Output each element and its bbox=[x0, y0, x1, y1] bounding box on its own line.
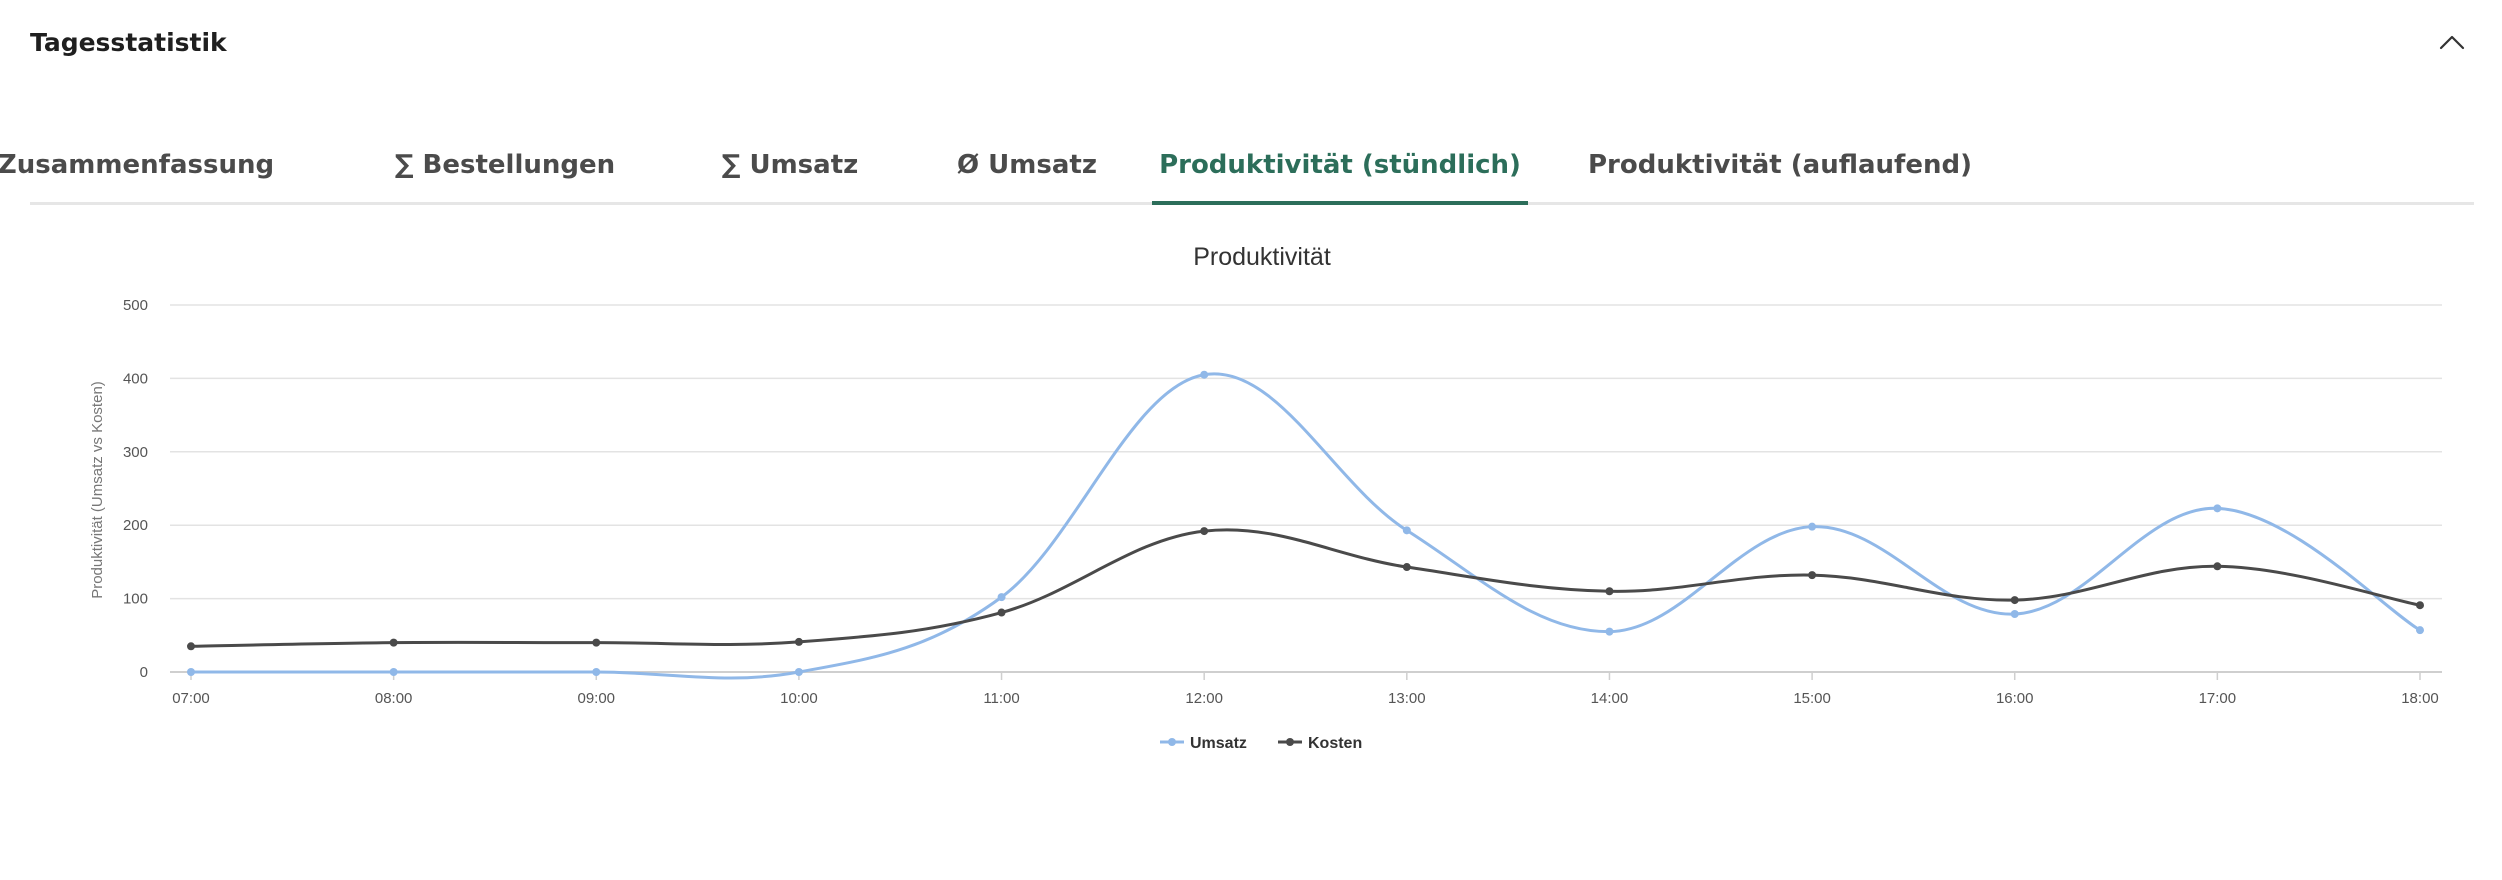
x-tick-label: 16:00 bbox=[1996, 690, 2034, 707]
tab-produktivitaet-auflaufend[interactable]: Produktivität (auflaufend) bbox=[1587, 150, 1973, 180]
data-point-kosten[interactable] bbox=[187, 642, 195, 651]
active-tab-indicator bbox=[1152, 201, 1528, 205]
data-point-kosten[interactable] bbox=[1402, 563, 1411, 572]
data-point-kosten[interactable] bbox=[592, 638, 601, 647]
chart-series bbox=[187, 370, 2424, 680]
x-tick-label: 08:00 bbox=[375, 690, 413, 707]
x-tick-label: 18:00 bbox=[2401, 690, 2439, 707]
chart-grid bbox=[170, 304, 2442, 673]
y-axis: 0 100 200 300 400 500 bbox=[123, 297, 148, 681]
chart-title: Produktivität bbox=[1193, 243, 1331, 271]
chevron-up-icon[interactable] bbox=[2432, 22, 2472, 62]
tab-bestellungen[interactable]: ∑ Bestellungen bbox=[394, 150, 616, 180]
data-point-umsatz[interactable] bbox=[794, 668, 803, 676]
legend-marker-umsatz bbox=[1168, 738, 1176, 746]
x-axis: 07:00 08:00 09:00 10:00 11:00 12:00 13:00 14:00… bbox=[172, 672, 2439, 707]
y-tick-label: 500 bbox=[123, 297, 148, 314]
y-tick-label: 200 bbox=[123, 517, 148, 534]
legend-item-kosten[interactable]: Kosten bbox=[1278, 735, 1362, 752]
x-tick-label: 07:00 bbox=[172, 690, 210, 707]
tab-zusammenfassung[interactable]: Zusammenfassung bbox=[0, 150, 275, 180]
legend-item-umsatz[interactable]: Umsatz bbox=[1160, 735, 1247, 752]
data-point-umsatz[interactable] bbox=[2416, 626, 2424, 635]
x-tick-label: 12:00 bbox=[1185, 690, 1223, 707]
data-point-umsatz[interactable] bbox=[1605, 627, 1614, 636]
x-tick-label: 15:00 bbox=[1793, 690, 1831, 707]
y-tick-label: 0 bbox=[140, 664, 148, 681]
data-point-kosten[interactable] bbox=[997, 608, 1006, 617]
x-tick-label: 13:00 bbox=[1388, 690, 1426, 707]
data-point-umsatz[interactable] bbox=[1402, 526, 1411, 535]
data-point-kosten[interactable] bbox=[389, 638, 398, 647]
chart-svg: Produktivität 0 100 200 300 400 500 07:00 08:0… bbox=[89, 243, 2442, 752]
data-point-umsatz[interactable] bbox=[1808, 522, 1817, 531]
y-axis-label: Produktivität (Umsatz vs Kosten) bbox=[89, 381, 106, 599]
tab-bar: Zusammenfassung ∑ Bestellungen ∑ Umsatz … bbox=[0, 125, 2474, 205]
x-tick-label: 09:00 bbox=[577, 690, 615, 707]
x-tick-label: 11:00 bbox=[983, 690, 1019, 707]
chart-legend: Umsatz Kosten bbox=[1160, 735, 1362, 752]
data-point-kosten[interactable] bbox=[2213, 562, 2222, 571]
data-point-umsatz[interactable] bbox=[389, 668, 398, 676]
productivity-chart: Produktivität 0 100 200 300 400 500 07:00 08:0… bbox=[0, 215, 2502, 775]
legend-label-kosten: Kosten bbox=[1308, 735, 1362, 752]
x-tick-label: 14:00 bbox=[1591, 690, 1629, 707]
y-tick-label: 100 bbox=[123, 591, 148, 608]
data-point-kosten[interactable] bbox=[2010, 596, 2019, 605]
y-tick-label: 300 bbox=[123, 444, 148, 461]
data-point-umsatz[interactable] bbox=[592, 668, 601, 676]
data-point-kosten[interactable] bbox=[2416, 601, 2424, 610]
tab-produktivitaet-stuendlich[interactable]: Produktivität (stündlich) bbox=[1159, 150, 1521, 180]
data-point-kosten[interactable] bbox=[1605, 587, 1614, 596]
data-point-umsatz[interactable] bbox=[2010, 610, 2019, 619]
data-point-kosten[interactable] bbox=[1808, 571, 1817, 580]
data-point-kosten[interactable] bbox=[794, 637, 803, 646]
x-tick-label: 10:00 bbox=[780, 690, 818, 707]
legend-label-umsatz: Umsatz bbox=[1190, 735, 1247, 752]
tab-durchschnitt-umsatz[interactable]: Ø Umsatz bbox=[957, 150, 1097, 180]
data-point-umsatz[interactable] bbox=[1200, 370, 1209, 379]
x-tick-label: 17:00 bbox=[2199, 690, 2237, 707]
data-point-umsatz[interactable] bbox=[997, 593, 1006, 602]
series-line-kosten bbox=[190, 528, 2421, 648]
y-tick-label: 400 bbox=[123, 370, 148, 387]
legend-marker-kosten bbox=[1286, 738, 1294, 746]
data-point-umsatz[interactable] bbox=[187, 668, 195, 676]
tab-umsatz[interactable]: ∑ Umsatz bbox=[721, 150, 859, 180]
panel-title: Tagesstatistik bbox=[30, 28, 227, 57]
data-point-umsatz[interactable] bbox=[2213, 504, 2222, 513]
data-point-kosten[interactable] bbox=[1200, 527, 1209, 536]
panel-header: Tagesstatistik bbox=[0, 0, 2502, 90]
